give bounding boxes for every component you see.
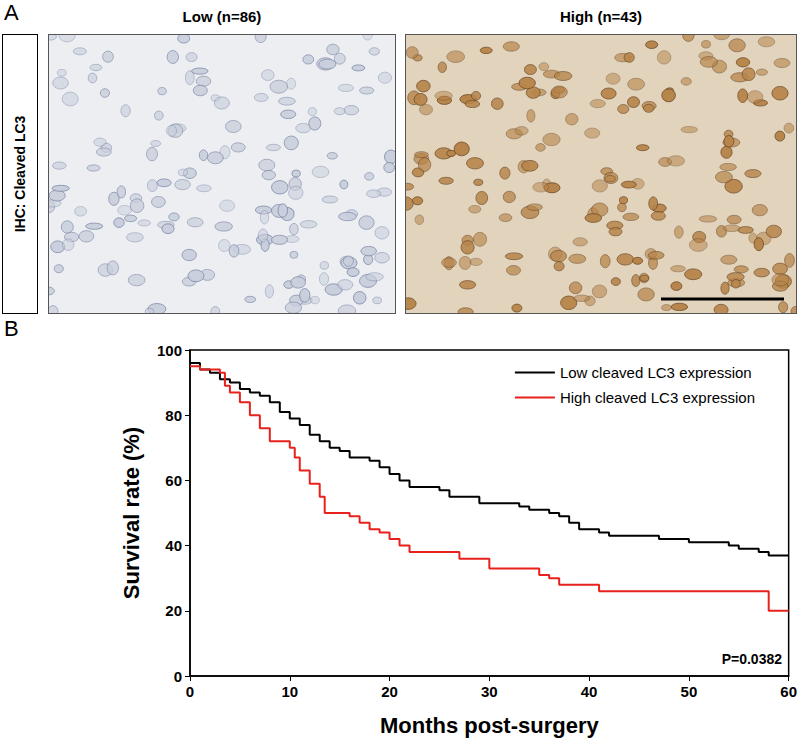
- svg-text:30: 30: [481, 683, 498, 700]
- html-text:Low (n=86): Low (n=86): [182, 8, 262, 25]
- svg-text:Months post-surgery: Months post-surgery: [380, 713, 600, 738]
- svg-text:100: 100: [157, 342, 182, 359]
- svg-text:0: 0: [174, 668, 182, 685]
- html-text:B: B: [4, 316, 19, 341]
- svg-text:80: 80: [165, 407, 182, 424]
- svg-text:High cleaved LC3 expression: High cleaved LC3 expression: [560, 389, 755, 406]
- svg-text:40: 40: [165, 537, 182, 554]
- svg-text:60: 60: [165, 472, 182, 489]
- html-text:A: A: [4, 0, 19, 25]
- svg-text:0: 0: [186, 683, 194, 700]
- svg-text:60: 60: [780, 683, 797, 700]
- svg-text:10: 10: [281, 683, 298, 700]
- svg-text:Low cleaved LC3 expression: Low cleaved LC3 expression: [560, 364, 752, 381]
- svg-text:P=0.0382: P=0.0382: [722, 651, 783, 667]
- svg-text:50: 50: [681, 683, 698, 700]
- svg-text:Survival rate (%): Survival rate (%): [119, 427, 144, 599]
- svg-text:20: 20: [165, 602, 182, 619]
- svg-text:20: 20: [381, 683, 398, 700]
- svg-text:40: 40: [581, 683, 598, 700]
- html-text:IHC: Cleaved LC3: IHC: Cleaved LC3: [12, 115, 28, 233]
- html-text:High (n=43): High (n=43): [560, 8, 642, 25]
